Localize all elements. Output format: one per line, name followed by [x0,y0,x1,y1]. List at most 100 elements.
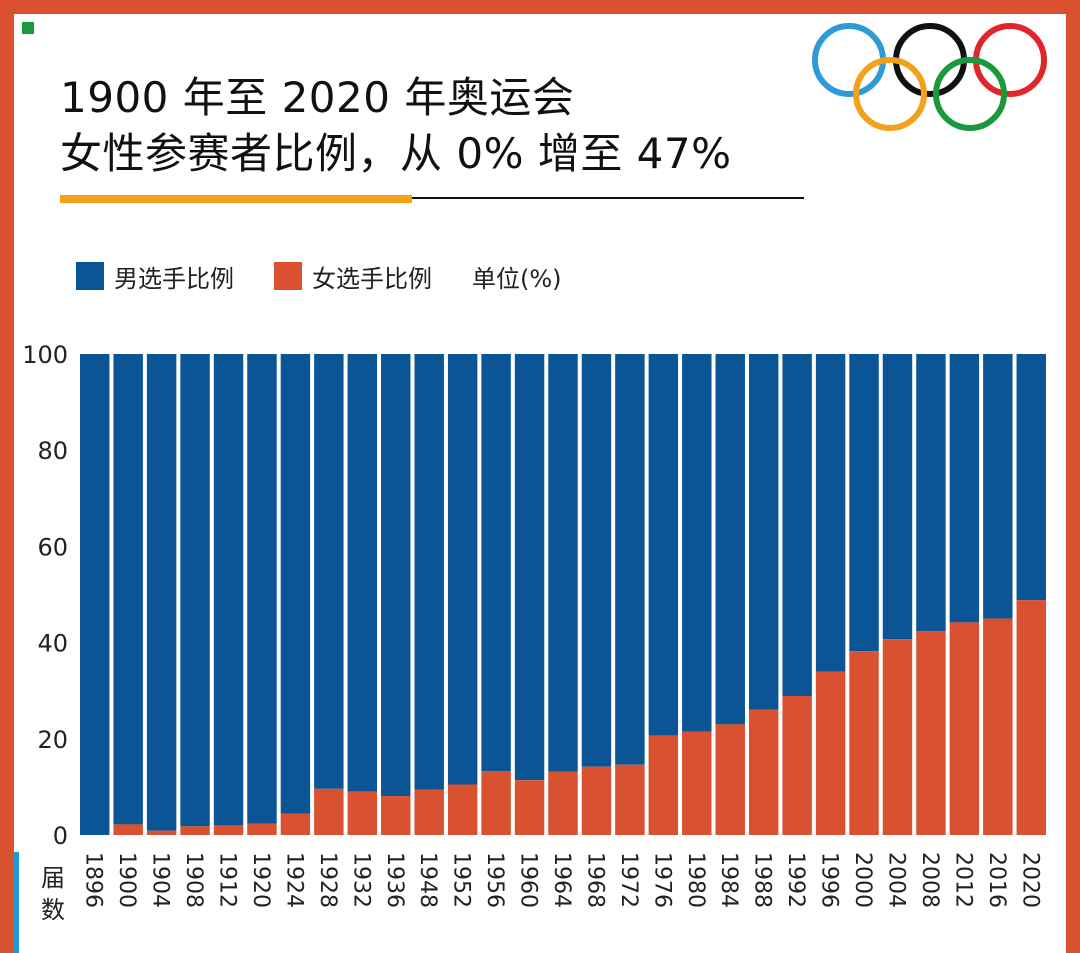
x-tick-label-1896: 1896 [81,852,106,908]
x-tick-label-1900: 1900 [114,852,139,908]
edition-accent-bar [14,852,19,953]
bar-female-2020 [1016,600,1046,835]
bar-female-2012 [949,622,980,835]
x-tick-label-1984: 1984 [716,852,741,908]
x-tick-label-1932: 1932 [348,852,373,908]
bar-female-1992 [782,695,812,835]
x-tick-label-1912: 1912 [215,852,240,908]
bar-male-1912 [213,354,244,826]
y-tick-label: 20 [37,726,68,754]
x-tick-label-1968: 1968 [582,852,607,908]
chart-frame: 1900 年至 2020 年奥运会 女性参赛者比例，从 0% 增至 47% 男选… [14,14,1066,953]
bar-female-1964 [548,771,578,835]
chart-title: 1900 年至 2020 年奥运会 女性参赛者比例，从 0% 增至 47% [60,70,732,182]
bar-female-2008 [916,631,946,835]
y-tick-label: 40 [37,630,68,658]
bar-male-1988 [748,354,779,710]
bar-male-1908 [180,354,210,827]
legend-female-label: 女选手比例 [312,264,432,293]
bar-female-1988 [748,709,779,835]
bar-male-2016 [983,354,1013,619]
legend-male-label: 男选手比例 [114,264,234,293]
x-tick-label-2020: 2020 [1017,852,1042,908]
x-tick-label-2004: 2004 [883,852,908,908]
bar-female-2000 [849,651,879,835]
bar-male-1996 [815,354,846,672]
bar-male-1936 [381,354,411,797]
title-underline-base [412,197,804,199]
bar-female-1948 [414,789,444,835]
x-tick-label-1948: 1948 [415,852,440,908]
bar-male-1976 [648,354,679,736]
bar-female-1936 [381,796,411,835]
x-tick-label-2016: 2016 [984,852,1009,908]
bar-female-1960 [514,780,545,835]
x-tick-label-2012: 2012 [950,852,975,908]
bar-male-1896 [80,354,110,835]
bar-male-2008 [916,354,946,632]
bar-male-1952 [447,354,478,785]
bar-male-1992 [782,354,812,696]
x-tick-label-1920: 1920 [248,852,273,908]
x-tick-label-1988: 1988 [750,852,775,908]
bar-male-1964 [548,354,578,772]
bar-male-1904 [146,354,177,831]
bar-male-1948 [414,354,444,790]
x-tick-label-1904: 1904 [148,852,173,908]
x-tick-label-2000: 2000 [850,852,875,908]
title-line-1: 1900 年至 2020 年奥运会 [60,73,575,122]
title-line-2: 女性参赛者比例，从 0% 增至 47% [60,129,732,178]
bar-male-1928 [314,354,344,789]
bar-chart: 0 20 40 60 80 100 1896 1900 1904 1908 1912 1920 1924… [22,341,1046,908]
x-tick-label-1964: 1964 [549,852,574,908]
x-tick-label-1976: 1976 [649,852,674,908]
bar-male-2020 [1016,354,1046,601]
x-tick-label-1956: 1956 [482,852,507,908]
legend: 男选手比例 女选手比例 单位(%) [76,259,562,294]
bar-male-1960 [514,354,545,781]
bar-male-1984 [715,354,745,725]
bar-male-1920 [247,354,277,824]
x-tick-label-1936: 1936 [382,852,407,908]
x-tick-label-1972: 1972 [616,852,641,908]
bar-female-1956 [481,771,511,835]
x-tick-label-1992: 1992 [783,852,808,908]
y-tick-label: 60 [37,533,68,561]
bar-male-1900 [113,354,143,825]
ring-green [933,57,1007,131]
x-tick-label-1952: 1952 [449,852,474,908]
bar-male-1972 [615,354,645,765]
y-tick-label: 0 [53,822,68,850]
bar-male-1932 [347,354,378,792]
x-axis-label: 届数 [41,864,65,924]
bar-female-1924 [280,813,311,835]
bar-female-1900 [113,824,143,835]
bar-male-2012 [949,354,980,623]
bar-female-2004 [882,639,913,835]
bar-female-1928 [314,788,344,835]
bar-female-1976 [648,735,679,835]
title-underline-accent [60,195,412,203]
x-tick-label-1928: 1928 [315,852,340,908]
bar-male-2004 [882,354,913,640]
bar-female-1932 [347,791,378,835]
bar-male-2000 [849,354,879,652]
bar-female-1920 [247,823,277,835]
x-tick-label-1908: 1908 [181,852,206,908]
bar-female-1996 [815,671,846,835]
bar-female-1968 [581,766,612,835]
bar-female-1984 [715,724,745,835]
corner-mark [22,22,34,34]
x-tick-label-2008: 2008 [917,852,942,908]
legend-female: 女选手比例 [274,259,432,294]
legend-male: 男选手比例 [76,259,234,294]
bar-female-2016 [983,618,1013,835]
y-tick-label: 100 [22,341,68,369]
x-tick-label-1980: 1980 [683,852,708,908]
olympic-rings-icon [812,23,1047,131]
x-tick-label-1924: 1924 [281,852,306,908]
legend-male-swatch [76,262,104,290]
bar-female-1908 [180,826,210,835]
bar-female-1912 [213,825,244,835]
bar-female-1952 [447,784,478,835]
